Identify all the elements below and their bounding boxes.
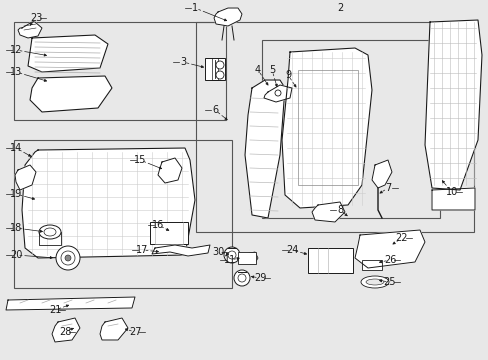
Polygon shape [311, 202, 345, 222]
Text: 28: 28 [59, 327, 71, 337]
Circle shape [274, 90, 281, 96]
Text: 9: 9 [285, 70, 290, 80]
Text: 22: 22 [395, 233, 407, 243]
Polygon shape [18, 22, 42, 38]
Text: 24: 24 [285, 245, 298, 255]
Bar [262, 40, 439, 218]
Circle shape [216, 61, 224, 69]
Text: 7: 7 [384, 183, 390, 193]
Text: 14: 14 [10, 143, 22, 153]
Bar [204, 58, 224, 80]
Polygon shape [282, 48, 371, 208]
Polygon shape [22, 148, 195, 258]
Bar [297, 70, 357, 185]
Bar [238, 252, 256, 264]
Polygon shape [424, 20, 481, 190]
Polygon shape [100, 318, 128, 340]
Text: 15: 15 [134, 155, 146, 165]
Polygon shape [158, 158, 182, 183]
Text: 23: 23 [30, 13, 42, 23]
Circle shape [234, 270, 249, 286]
Text: 4: 4 [254, 65, 261, 75]
Bar [150, 222, 187, 244]
Text: 20: 20 [10, 250, 22, 260]
Polygon shape [28, 35, 108, 72]
Circle shape [56, 246, 80, 270]
Circle shape [238, 274, 245, 282]
Circle shape [224, 247, 240, 263]
Polygon shape [152, 245, 209, 256]
Ellipse shape [360, 276, 388, 288]
Ellipse shape [39, 225, 61, 239]
Text: 18: 18 [10, 223, 22, 233]
Circle shape [216, 71, 224, 79]
Polygon shape [264, 85, 291, 102]
Bar [196, 22, 473, 232]
Text: 2: 2 [336, 3, 343, 13]
Text: 21: 21 [49, 305, 61, 315]
Polygon shape [354, 230, 424, 268]
Polygon shape [6, 297, 135, 310]
Bar [361, 260, 381, 270]
Text: 6: 6 [211, 105, 218, 115]
Circle shape [61, 251, 75, 265]
Text: 13: 13 [10, 67, 22, 77]
Polygon shape [30, 76, 112, 112]
Bar [14, 140, 231, 288]
Bar [14, 22, 225, 120]
Text: 17: 17 [136, 245, 148, 255]
Ellipse shape [44, 228, 56, 236]
Text: 11: 11 [224, 255, 236, 265]
Polygon shape [15, 165, 36, 190]
Text: 25: 25 [383, 277, 395, 287]
Ellipse shape [365, 279, 383, 285]
Polygon shape [244, 80, 285, 218]
Bar [307, 248, 352, 273]
Text: 3: 3 [180, 57, 185, 67]
Text: 26: 26 [383, 255, 395, 265]
Polygon shape [431, 188, 474, 210]
Text: 19: 19 [10, 189, 22, 199]
Text: 16: 16 [152, 220, 164, 230]
Polygon shape [214, 8, 242, 26]
Text: 29: 29 [253, 273, 265, 283]
Polygon shape [371, 160, 391, 188]
Text: 1: 1 [192, 3, 198, 13]
Circle shape [227, 251, 236, 259]
Text: 5: 5 [268, 65, 275, 75]
Circle shape [65, 255, 71, 261]
Polygon shape [52, 318, 80, 342]
Text: 12: 12 [10, 45, 22, 55]
Text: 10: 10 [445, 187, 457, 197]
Text: 8: 8 [336, 205, 343, 215]
Text: 30: 30 [211, 247, 224, 257]
Text: 27: 27 [128, 327, 141, 337]
